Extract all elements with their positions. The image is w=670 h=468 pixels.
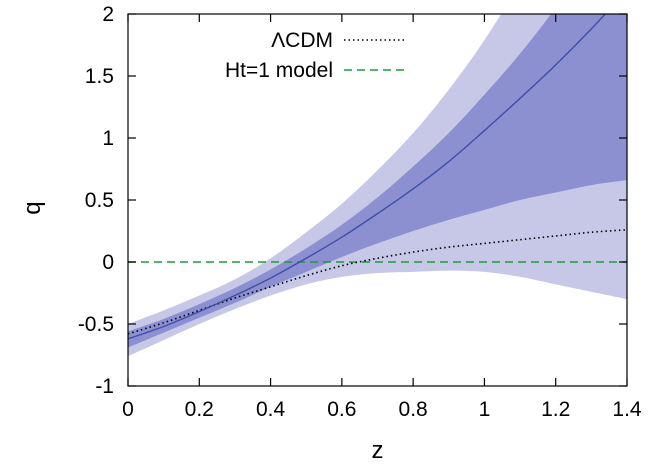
series-line-best-fit [128,14,607,340]
x-tick-label: 1.4 [612,398,642,421]
legend-label-ht1-model: Ht=1 model [225,59,333,82]
y-tick-label: 1.5 [85,65,114,88]
y-axis-label: q [19,201,46,214]
y-tick-label: 0.5 [85,189,114,212]
x-tick-label: 0.2 [185,398,214,421]
band-inner [128,14,627,348]
x-tick-label: 0.6 [327,398,356,421]
confidence-bands [128,14,627,357]
axis-ticks: 0 0.2 0.4 0.6 0.8 1 1.2 1.4 -1 -0.5 0 0.5 1 1.5 2 [78,3,642,421]
x-tick-label: 1 [479,398,491,421]
y-tick-label: -0.5 [78,313,114,336]
legend-entry-lcdm: ΛCDM [271,29,404,52]
y-tick-label: 1 [102,127,114,150]
x-tick-label: 0.4 [256,398,286,421]
legend: ΛCDM Ht=1 model [225,29,404,82]
x-axis-label: z [372,437,384,464]
y-tick-label: -1 [95,375,114,398]
x-tick-label: 0 [122,398,134,421]
y-tick-label: 2 [102,3,114,26]
legend-label-lcdm: ΛCDM [271,29,333,52]
series-lines [128,14,627,340]
x-tick-label: 1.2 [541,398,570,421]
x-tick-label: 0.8 [399,398,428,421]
y-tick-label: 0 [102,251,114,274]
legend-entry-ht1-model: Ht=1 model [225,59,404,82]
